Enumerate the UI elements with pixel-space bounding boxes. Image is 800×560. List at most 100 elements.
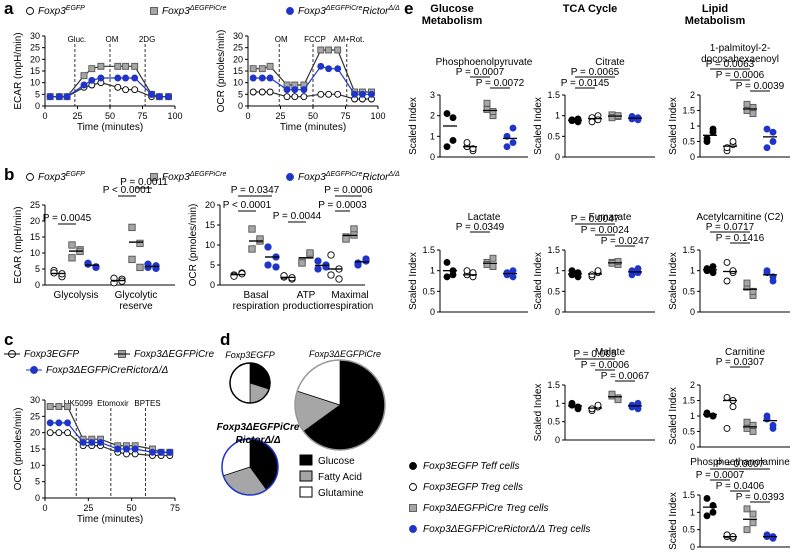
data-point [628, 271, 636, 279]
data-point [68, 254, 76, 262]
injection-label: Gluc. [68, 35, 87, 44]
y-tick-label: 1.5 [547, 380, 560, 390]
data-point [769, 128, 777, 136]
y-tick-label: 0 [555, 307, 560, 317]
data-point [272, 263, 280, 271]
data-point [443, 143, 451, 151]
data-point [258, 88, 266, 96]
y-tick-label: 10 [233, 78, 243, 88]
p-value: P = 0.0393 [736, 492, 785, 503]
data-point [325, 46, 333, 54]
panel-letter: e [404, 0, 413, 18]
data-point [325, 90, 333, 98]
data-point [509, 267, 517, 275]
y-tick-label: 1 [690, 411, 695, 421]
y-tick-label: 2 [430, 111, 435, 121]
y-tick-label: 10 [30, 78, 40, 88]
data-point [46, 419, 54, 427]
y-tick-label: 25 [233, 43, 243, 53]
data-point [97, 439, 104, 446]
y-tick-label: 1.5 [547, 90, 560, 100]
data-point [509, 273, 517, 281]
legend-swatch [299, 470, 313, 482]
y-tick-label: 0.5 [682, 525, 695, 535]
y-tick-label: 0 [690, 307, 695, 317]
legend-marker [409, 525, 417, 533]
data-point [97, 62, 105, 70]
data-point [148, 90, 156, 98]
x-category-label: production [283, 301, 330, 312]
legend-label: Foxp3ΔEGFPiCre Treg cells [423, 503, 548, 514]
legend-marker [26, 173, 34, 181]
data-point [258, 65, 266, 73]
data-point [350, 225, 358, 233]
data-point [463, 139, 471, 146]
data-point [509, 139, 517, 146]
data-point [443, 273, 451, 281]
injection-label: AM+Rot. [333, 35, 364, 44]
x-tick-label: 50 [127, 503, 137, 513]
p-value: P = 0.0247 [601, 236, 650, 247]
data-point [264, 261, 272, 269]
data-point [249, 88, 257, 96]
p-value: P = 0.0067 [601, 371, 650, 382]
y-axis-label: Scaled Index [668, 252, 679, 310]
data-point [334, 90, 342, 98]
x-category-label: respiration [233, 301, 280, 312]
y-tick-label: 20 [30, 54, 40, 64]
y-tick-label: 0.5 [547, 286, 560, 296]
p-value: P = 0.0006 [581, 360, 630, 371]
pie-outline [221, 438, 279, 496]
legend-label: Foxp3ΔEGFPiCreRictorΔ/Δ [46, 365, 169, 376]
data-point [729, 267, 737, 275]
series-line [253, 49, 372, 93]
y-axis-label: Scaled Index [668, 97, 679, 155]
data-point [729, 138, 737, 145]
y-tick-label: 1 [690, 507, 695, 517]
data-point [55, 403, 63, 410]
y-tick-label: 1.5 [547, 245, 560, 255]
data-point [574, 115, 582, 123]
legend-label: Foxp3ΔEGFPiCre [162, 171, 226, 183]
legend-label: Foxp3EGFP [38, 171, 85, 183]
y-tick-label: 20 [30, 428, 40, 438]
y-tick-label: 15 [233, 66, 243, 76]
y-tick-label: 0 [690, 542, 695, 552]
data-point [136, 263, 144, 272]
y-tick-label: 0 [690, 152, 695, 162]
y-tick-label: 25 [30, 43, 40, 53]
y-tick-label: 1 [430, 131, 435, 141]
data-point [723, 393, 731, 401]
data-point [588, 405, 596, 413]
data-point [131, 62, 139, 70]
data-point [449, 137, 457, 144]
data-point [568, 267, 576, 275]
data-point [723, 424, 731, 432]
y-tick-label: 15 [30, 444, 40, 454]
data-point [588, 118, 596, 126]
data-point [114, 83, 122, 91]
data-point [68, 241, 76, 249]
injection-label: 2DG [139, 35, 155, 44]
column-title: Metabolism [685, 15, 746, 27]
y-tick-label: 5 [238, 89, 243, 99]
column-title: Lipid [702, 3, 728, 15]
data-point [634, 405, 642, 413]
legend-label: Glutamine [318, 488, 364, 499]
legend-label: Foxp3ΔEGFPiCre [162, 5, 226, 17]
p-value: P = 0.0349 [456, 222, 505, 233]
data-point [743, 505, 751, 513]
data-point [80, 81, 88, 89]
pie-label: Foxp3ΔEGFPiCre [309, 349, 381, 359]
data-point [342, 235, 350, 243]
data-point [63, 93, 71, 101]
data-point [614, 396, 622, 404]
y-tick-label: 0 [35, 101, 40, 111]
legend-marker [26, 7, 34, 15]
y-tick-label: 15 [30, 66, 40, 76]
p-value: P = 0.1416 [716, 233, 765, 244]
panel-title: Lactate [468, 212, 501, 223]
y-tick-label: 30 [30, 395, 40, 405]
data-point [594, 267, 602, 275]
